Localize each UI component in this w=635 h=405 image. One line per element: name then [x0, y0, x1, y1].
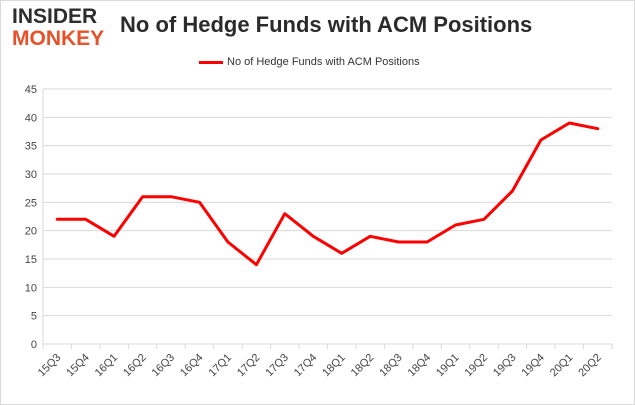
x-tick-label: 18Q4: [406, 352, 434, 380]
y-tick-label: 10: [25, 282, 37, 294]
x-tick-label: 19Q1: [434, 352, 462, 380]
legend-swatch: [199, 60, 223, 64]
logo-line-2: MONKEY: [12, 27, 105, 50]
x-tick-label: 19Q4: [519, 352, 547, 380]
x-tick-label: 17Q1: [207, 352, 235, 380]
y-tick-label: 15: [25, 254, 37, 266]
x-tick-label: 15Q4: [64, 352, 92, 380]
x-tick-label: 20Q2: [576, 352, 604, 380]
x-tick-label: 16Q1: [93, 352, 121, 380]
series-line: [55, 121, 600, 267]
y-tick-label: 20: [25, 226, 37, 238]
y-tick-label: 35: [25, 141, 37, 153]
x-tick-label: 19Q2: [463, 352, 491, 380]
x-tick-label: 15Q3: [36, 352, 64, 380]
x-tick-label: 16Q4: [178, 352, 206, 380]
x-tick-label: 19Q3: [491, 352, 519, 380]
chart-title: No of Hedge Funds with ACM Positions: [120, 12, 533, 37]
x-tick-label: 18Q2: [349, 352, 377, 380]
x-tick-label: 20Q1: [548, 352, 576, 380]
chart-legend: No of Hedge Funds with ACM Positions: [199, 55, 420, 69]
x-tick-label: 16Q2: [121, 352, 149, 380]
logo-line-1: INSIDER: [12, 5, 98, 28]
x-tick-label: 17Q3: [263, 352, 291, 380]
legend-label: No of Hedge Funds with ACM Positions: [227, 56, 420, 68]
y-tick-label: 5: [31, 311, 37, 323]
y-tick-label: 0: [31, 339, 37, 351]
y-tick-label: 25: [25, 197, 37, 209]
x-tick-label: 17Q2: [235, 352, 263, 380]
x-tick-label: 18Q3: [377, 352, 405, 380]
y-tick-label: 45: [25, 84, 37, 96]
y-tick-label: 30: [25, 169, 37, 181]
x-tick-label: 16Q3: [150, 352, 178, 380]
y-tick-label: 40: [25, 112, 37, 124]
x-tick-label: 17Q4: [292, 352, 320, 380]
x-tick-label: 18Q1: [320, 352, 348, 380]
insider-monkey-logo: INSIDER MONKEY: [12, 6, 120, 49]
